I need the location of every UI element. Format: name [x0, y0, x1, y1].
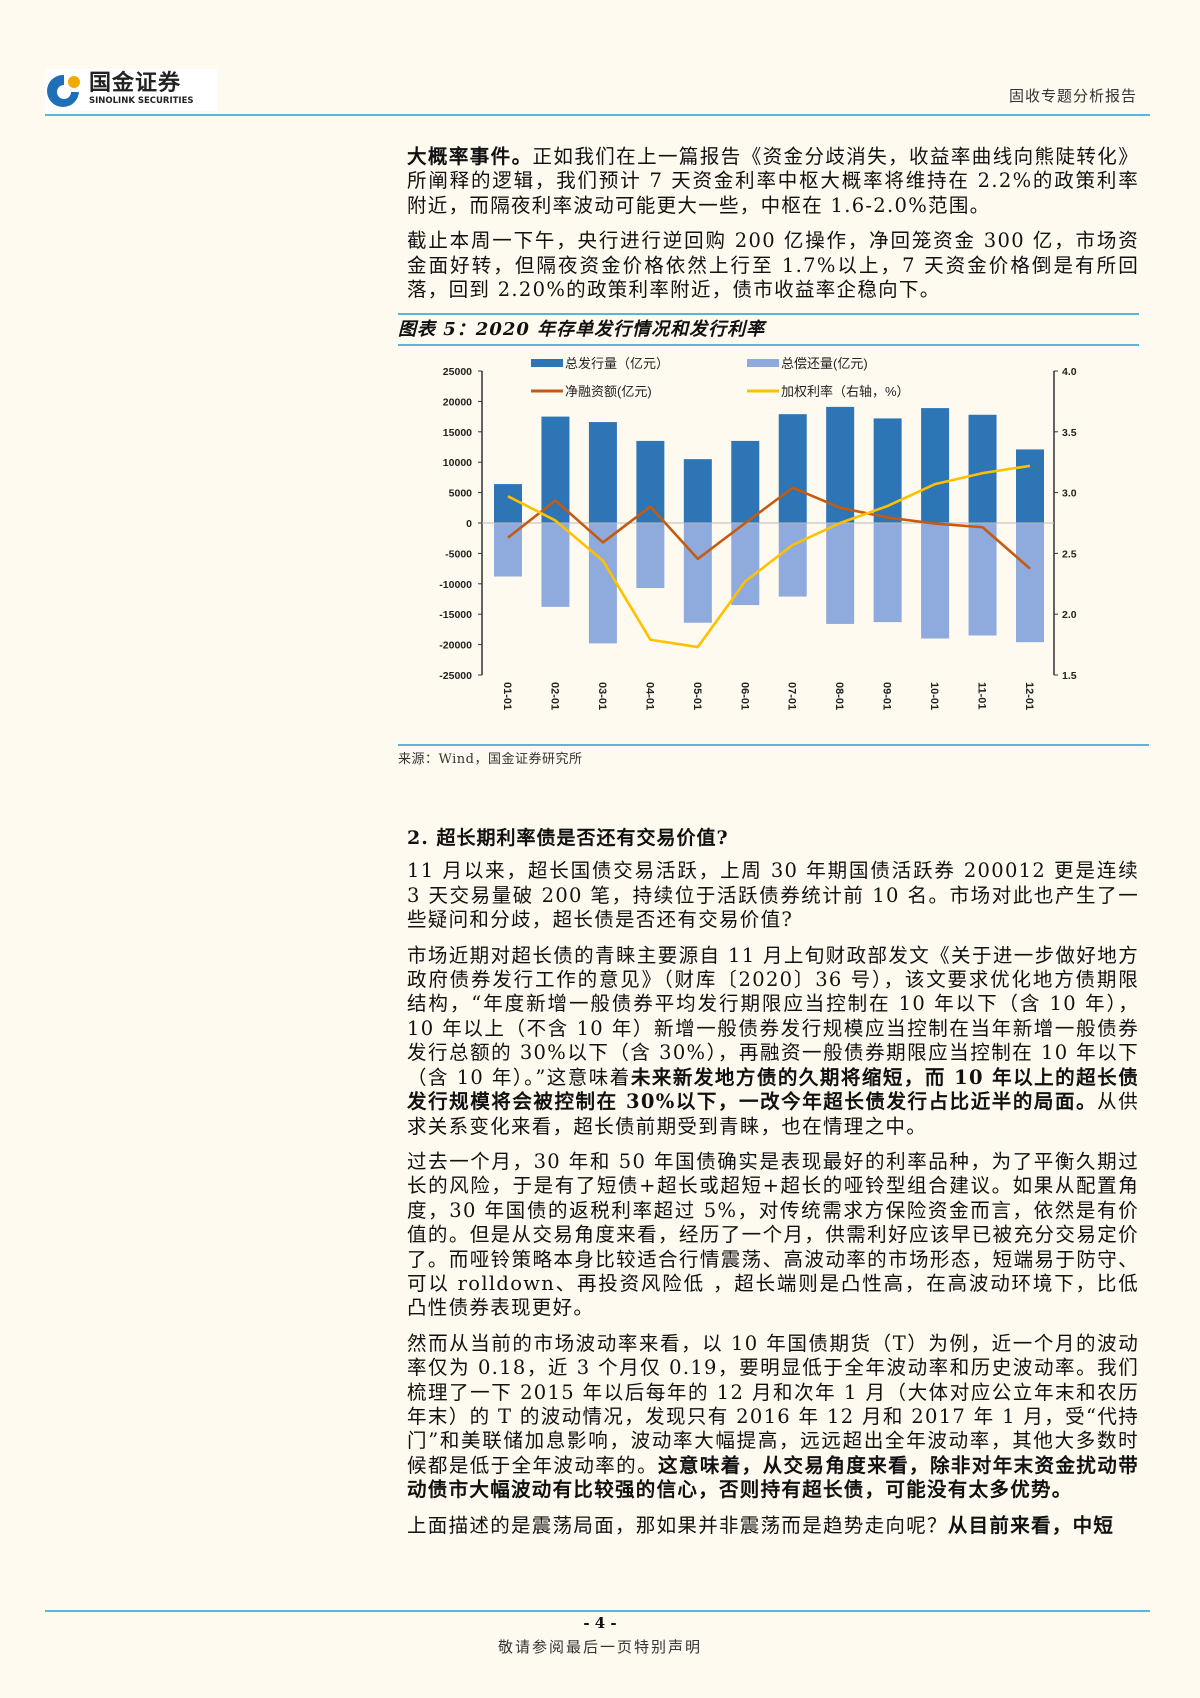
- emphasis-text: 从目前来看，中短: [947, 1513, 1115, 1537]
- paragraph-4: 市场近期对超长债的青睐主要源自 11 月上旬财政部发文《关于进一步做好地方政府债…: [407, 944, 1139, 1139]
- footer-disclaimer: 敬请参阅最后一页特别声明: [497, 1638, 702, 1656]
- logo-text-en: SINOLINK SECURITIES: [89, 96, 194, 106]
- issuance-bar: [968, 415, 997, 524]
- emphasis-text: 未来新发地方债的久期将缩短，而 10 年以上的超长债发行规模将会被控制在 30%…: [407, 1065, 1139, 1114]
- repayment-bar: [778, 523, 807, 598]
- x-tick-label: 04-01: [643, 682, 655, 710]
- paragraph-2: 截止本周一下午，央行进行逆回购 200 亿操作，净回笼资金 300 亿，市场资金…: [407, 229, 1139, 302]
- x-tick-label: 08-01: [833, 682, 845, 710]
- emphasis-text: 这意味着，从交易角度来看，除非对年末资金扰动带动债市大幅波动有比较强的信心，否则…: [407, 1453, 1139, 1502]
- issuance-bar: [683, 459, 712, 524]
- legend-swatch: [531, 359, 563, 368]
- paragraph-6: 然而从当前的市场波动率来看，以 10 年国债期货（T）为例，近一个月的波动率仅为…: [407, 1332, 1139, 1503]
- legend-swatch: [747, 359, 779, 368]
- logo-mark-icon: [47, 75, 82, 107]
- x-tick-label: 02-01: [548, 682, 560, 710]
- body-text: 正如我们在上一篇报告《资金分歧消失，收益率曲线向熊陡转化》所阐释的逻辑，我们预计…: [407, 145, 1139, 217]
- left-tick-label: -20000: [439, 640, 472, 652]
- body-text: 截止本周一下午，央行进行逆回购 200 亿操作，净回笼资金 300 亿，市场资金…: [407, 229, 1139, 302]
- repayment-bar: [541, 523, 570, 608]
- logo-text-cn: 国金证券: [89, 71, 182, 96]
- issuance-bar: [494, 484, 522, 524]
- x-tick-label: 07-01: [786, 682, 798, 710]
- weighted-rate-line: [507, 465, 1031, 649]
- footer-divider: [45, 1610, 1150, 1612]
- repayment-bar: [921, 523, 950, 639]
- repayment-bar: [968, 523, 997, 636]
- x-tick-label: 06-01: [738, 682, 750, 710]
- left-tick-label: -15000: [439, 610, 472, 622]
- body-text: 市场近期对超长债的青睐主要源自 11 月上旬财政部发文《关于进一步做好地方政府债…: [407, 943, 1139, 1089]
- body-text: 11 月以来，超长国债交易活跃，上周 30 年期国债活跃券 200012 更是连…: [407, 859, 1139, 932]
- right-tick-label: 3.5: [1062, 427, 1077, 439]
- x-tick-label: 05-01: [691, 682, 703, 710]
- repayment-bar: [636, 523, 665, 589]
- right-tick-label: 2.0: [1062, 610, 1077, 622]
- x-tick-label: 10-01: [928, 682, 940, 710]
- section-heading: 2. 超长期利率债是否还有交易价值?: [407, 827, 729, 850]
- report-type: 固收专题分析报告: [1008, 87, 1137, 105]
- x-tick-label: 11-01: [976, 682, 988, 710]
- issuance-bar: [921, 408, 950, 524]
- paragraph-1: 大概率事件。正如我们在上一篇报告《资金分歧消失，收益率曲线向熊陡转化》所阐释的逻…: [407, 145, 1139, 218]
- left-tick-label: 10000: [443, 458, 472, 470]
- legend-label: 加权利率（右轴，%）: [781, 384, 910, 399]
- figure-block: 图表 5：2020 年存单发行情况和发行利率 25000 20000 15000 10…: [398, 313, 1149, 776]
- figure-caption-rule: [398, 344, 1139, 347]
- right-tick-label: 1.5: [1062, 670, 1077, 682]
- legend-label: 总偿还量(亿元): [781, 356, 868, 371]
- x-tick-label: 12-01: [1023, 682, 1035, 710]
- figure-top-rule: [398, 313, 1139, 316]
- legend-label: 总发行量（亿元）: [565, 356, 669, 371]
- body-text: 从供求关系变化来看，超长债前期受到青睐，也在情理之中。: [407, 1090, 1139, 1138]
- figure-source: 来源：Wind，国金证券研究所: [398, 752, 583, 768]
- paragraph-3: 11 月以来，超长国债交易活跃，上周 30 年期国债活跃券 200012 更是连…: [407, 859, 1139, 932]
- issuance-bar: [636, 441, 665, 524]
- figure-caption: 图表 5：2020 年存单发行情况和发行利率: [398, 319, 766, 341]
- issuance-chart: 25000 20000 15000 10000 5000 0 -5000 -10000 -150…: [439, 356, 1077, 710]
- company-logo: 国金证券 SINOLINK SECURITIES: [45, 69, 217, 111]
- issuance-bar: [1016, 449, 1044, 524]
- legend-label: 净融资额(亿元): [565, 384, 652, 399]
- issuance-bar: [588, 422, 617, 524]
- left-tick-label: 15000: [443, 427, 472, 439]
- right-tick-label: 4.0: [1062, 366, 1077, 378]
- body-text: 然而从当前的市场波动率来看，以 10 年国债期货（T）为例，近一个月的波动率仅为…: [407, 1331, 1139, 1477]
- right-tick-label: 3.0: [1062, 488, 1077, 500]
- repayment-bar: [826, 523, 855, 625]
- right-tick-label: 2.5: [1062, 549, 1077, 561]
- issuance-bar: [826, 407, 855, 524]
- issuance-bar: [778, 414, 807, 524]
- x-tick-label: 01-01: [501, 682, 513, 710]
- left-tick-label: 20000: [443, 397, 472, 409]
- paragraph-7: 上面描述的是震荡局面，那如果并非震荡而是趋势走向呢？从目前来看，中短: [407, 1514, 1139, 1538]
- issuance-bar: [541, 417, 570, 524]
- repayment-bar: [683, 523, 712, 624]
- page-number: - 4 -: [583, 1614, 617, 1632]
- left-tick-label: 0: [466, 518, 472, 530]
- left-tick-label: -25000: [439, 670, 472, 682]
- net-financing-line: [507, 486, 1031, 571]
- emphasis-text: 大概率事件。: [407, 145, 533, 168]
- figure-bottom-rule: [398, 744, 1149, 747]
- left-tick-label: -10000: [439, 579, 472, 591]
- main-content: 大概率事件。正如我们在上一篇报告《资金分歧消失，收益率曲线向熊陡转化》所阐释的逻…: [0, 145, 1200, 1549]
- x-tick-label: 09-01: [881, 682, 893, 710]
- repayment-bar: [873, 523, 902, 623]
- header-divider: [45, 114, 1150, 116]
- left-tick-label: -5000: [445, 549, 472, 561]
- repayment-bar: [1016, 523, 1044, 643]
- issuance-bar: [731, 441, 760, 524]
- left-tick-label: 5000: [449, 488, 473, 500]
- body-text: 上面描述的是震荡局面，那如果并非震荡而是趋势走向呢？: [407, 1513, 948, 1537]
- x-tick-label: 03-01: [596, 682, 608, 710]
- paragraph-5: 过去一个月，30 年和 50 年国债确实是表现最好的利率品种，为了平衡久期过长的…: [407, 1150, 1139, 1321]
- left-tick-label: 25000: [443, 366, 472, 378]
- body-text: 过去一个月，30 年和 50 年国债确实是表现最好的利率品种，为了平衡久期过长的…: [407, 1149, 1139, 1320]
- repayment-bar: [731, 523, 760, 606]
